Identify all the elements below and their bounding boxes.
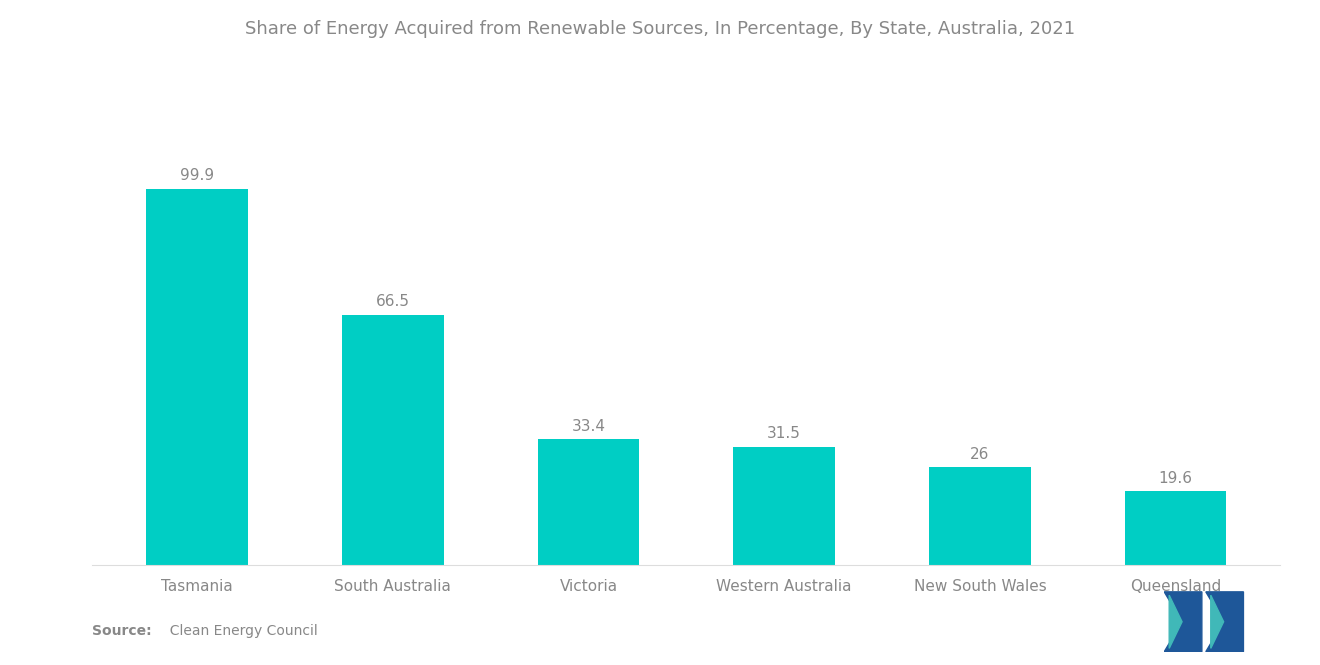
Text: 99.9: 99.9 <box>181 168 214 183</box>
Text: Clean Energy Council: Clean Energy Council <box>161 624 318 638</box>
Text: Source:: Source: <box>92 624 152 638</box>
Polygon shape <box>1170 595 1183 648</box>
Bar <box>734 447 836 565</box>
Bar <box>342 315 444 565</box>
Bar <box>929 467 1031 565</box>
Bar <box>537 440 639 565</box>
Text: Share of Energy Acquired from Renewable Sources, In Percentage, By State, Austra: Share of Energy Acquired from Renewable … <box>246 20 1074 38</box>
Polygon shape <box>1164 592 1201 652</box>
Text: 19.6: 19.6 <box>1159 471 1192 485</box>
Text: 66.5: 66.5 <box>376 294 411 309</box>
Bar <box>147 189 248 565</box>
Text: 33.4: 33.4 <box>572 419 606 434</box>
Polygon shape <box>1210 595 1224 648</box>
Polygon shape <box>1206 592 1243 652</box>
Text: 26: 26 <box>970 447 990 462</box>
Text: 31.5: 31.5 <box>767 426 801 441</box>
Bar <box>1125 491 1226 565</box>
